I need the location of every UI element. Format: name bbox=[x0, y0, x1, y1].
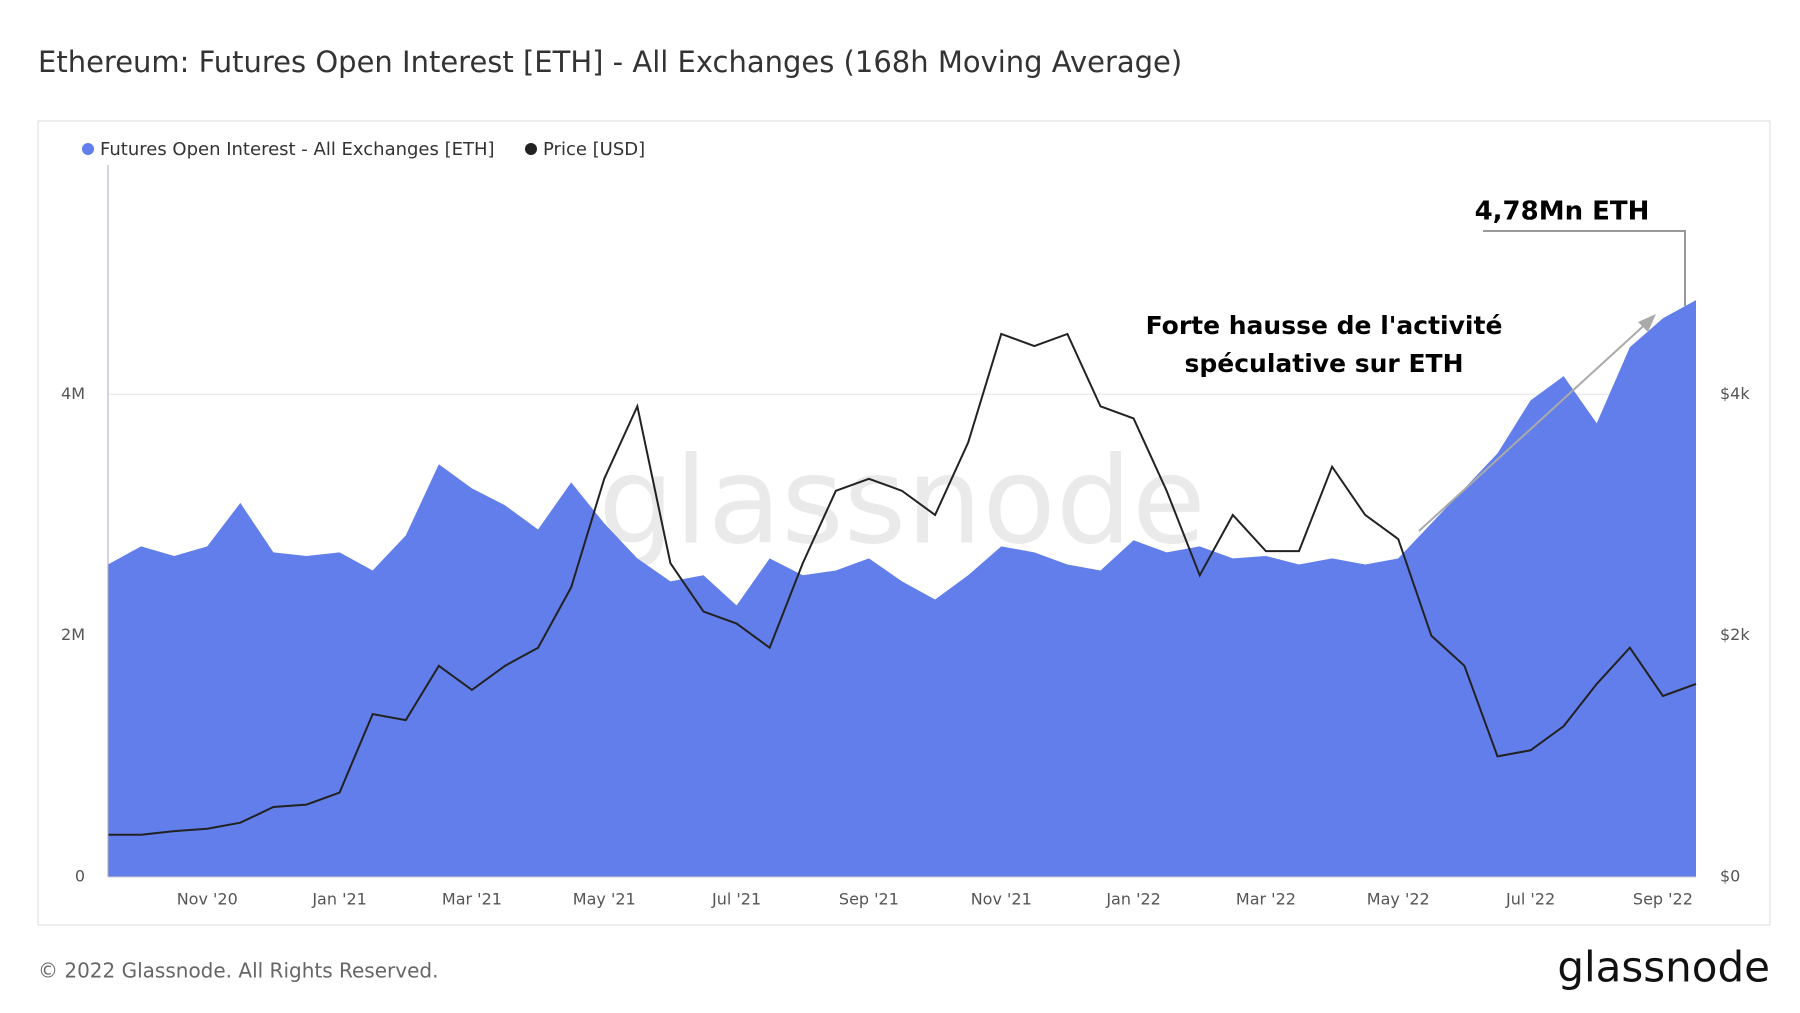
x-tick-label: Sep '22 bbox=[1633, 890, 1693, 909]
y2-tick-label: $2k bbox=[1720, 625, 1750, 644]
logo: glassnode bbox=[1557, 943, 1770, 992]
y2-tick-label: $0 bbox=[1720, 867, 1740, 886]
annotation: 4,78Mn ETH bbox=[1475, 197, 1650, 227]
arrow-head bbox=[1638, 314, 1656, 332]
footer: © 2022 Glassnode. All Rights Reserved. bbox=[38, 959, 438, 983]
x-tick-label: Mar '22 bbox=[1236, 890, 1296, 909]
x-tick-label: Jul '21 bbox=[711, 890, 761, 909]
annotation: spéculative sur ETH bbox=[1184, 349, 1463, 378]
x-tick-label: Jul '22 bbox=[1505, 890, 1555, 909]
x-tick-label: Nov '21 bbox=[971, 890, 1032, 909]
y-tick-label: 4M bbox=[61, 384, 85, 403]
x-tick-label: May '22 bbox=[1367, 890, 1430, 909]
x-tick-label: Mar '21 bbox=[442, 890, 502, 909]
y2-tick-label: $4k bbox=[1720, 384, 1750, 403]
chart-frame bbox=[37, 120, 1771, 926]
line bbox=[108, 332, 1697, 836]
watermark: glassnode bbox=[598, 433, 1206, 572]
legend-label: Futures Open Interest - All Exchanges [E… bbox=[100, 139, 495, 160]
x-tick-label: Nov '20 bbox=[177, 890, 238, 909]
chart-title: Ethereum: Futures Open Interest [ETH] - … bbox=[38, 45, 1182, 79]
annotation: Forte hausse de l'activité bbox=[1146, 311, 1503, 340]
legend-dot bbox=[82, 143, 94, 155]
x-tick-label: Jan '22 bbox=[1105, 890, 1161, 909]
area bbox=[108, 300, 1696, 878]
legend-label: Price [USD] bbox=[543, 139, 645, 160]
leader-line bbox=[1483, 230, 1686, 306]
legend-dot bbox=[525, 143, 537, 155]
x-tick-label: Jan '21 bbox=[311, 890, 367, 909]
x-tick-label: Sep '21 bbox=[839, 890, 899, 909]
arrow-line bbox=[1418, 319, 1651, 532]
y-tick-label: 2M bbox=[61, 625, 85, 644]
x-tick-label: May '21 bbox=[573, 890, 636, 909]
y-tick-label: 0 bbox=[75, 867, 85, 886]
